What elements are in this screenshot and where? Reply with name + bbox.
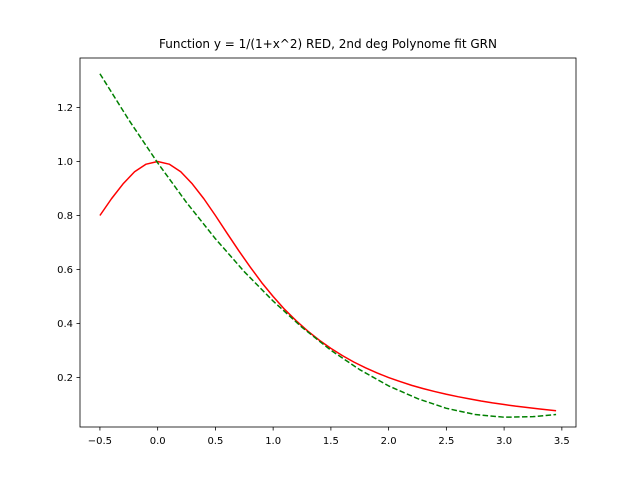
x-tick-label: 3.0 <box>496 436 512 447</box>
axes-frame <box>79 57 577 428</box>
series-line-1 <box>99 160 557 412</box>
y-tick-label: 1.0 <box>57 157 73 168</box>
chart-title: Function y = 1/(1+x^2) RED, 2nd deg Poly… <box>159 37 497 51</box>
x-tick-label: 0.0 <box>150 436 166 447</box>
plot-area: −0.5 0.0 0.5 1.0 1.5 2.0 2.5 3.0 3.5 0.2 0.4 0.6 0.8… <box>57 57 577 447</box>
y-tick-label: 0.4 <box>57 319 73 330</box>
series-line-2 <box>99 73 557 418</box>
x-tick-label: 1.5 <box>323 436 339 447</box>
x-tick-label: 0.5 <box>207 436 223 447</box>
x-tick-label: 2.5 <box>438 436 454 447</box>
x-tick-label: 2.0 <box>381 436 397 447</box>
x-tick-label: 3.5 <box>554 436 570 447</box>
y-tick-label: 1.2 <box>57 103 73 114</box>
y-tick-label: 0.6 <box>57 265 73 276</box>
y-tick-label: 0.8 <box>57 211 73 222</box>
y-tick-label: 0.2 <box>57 373 73 384</box>
x-tick-label: −0.5 <box>88 436 112 447</box>
x-tick-label: 1.0 <box>265 436 281 447</box>
